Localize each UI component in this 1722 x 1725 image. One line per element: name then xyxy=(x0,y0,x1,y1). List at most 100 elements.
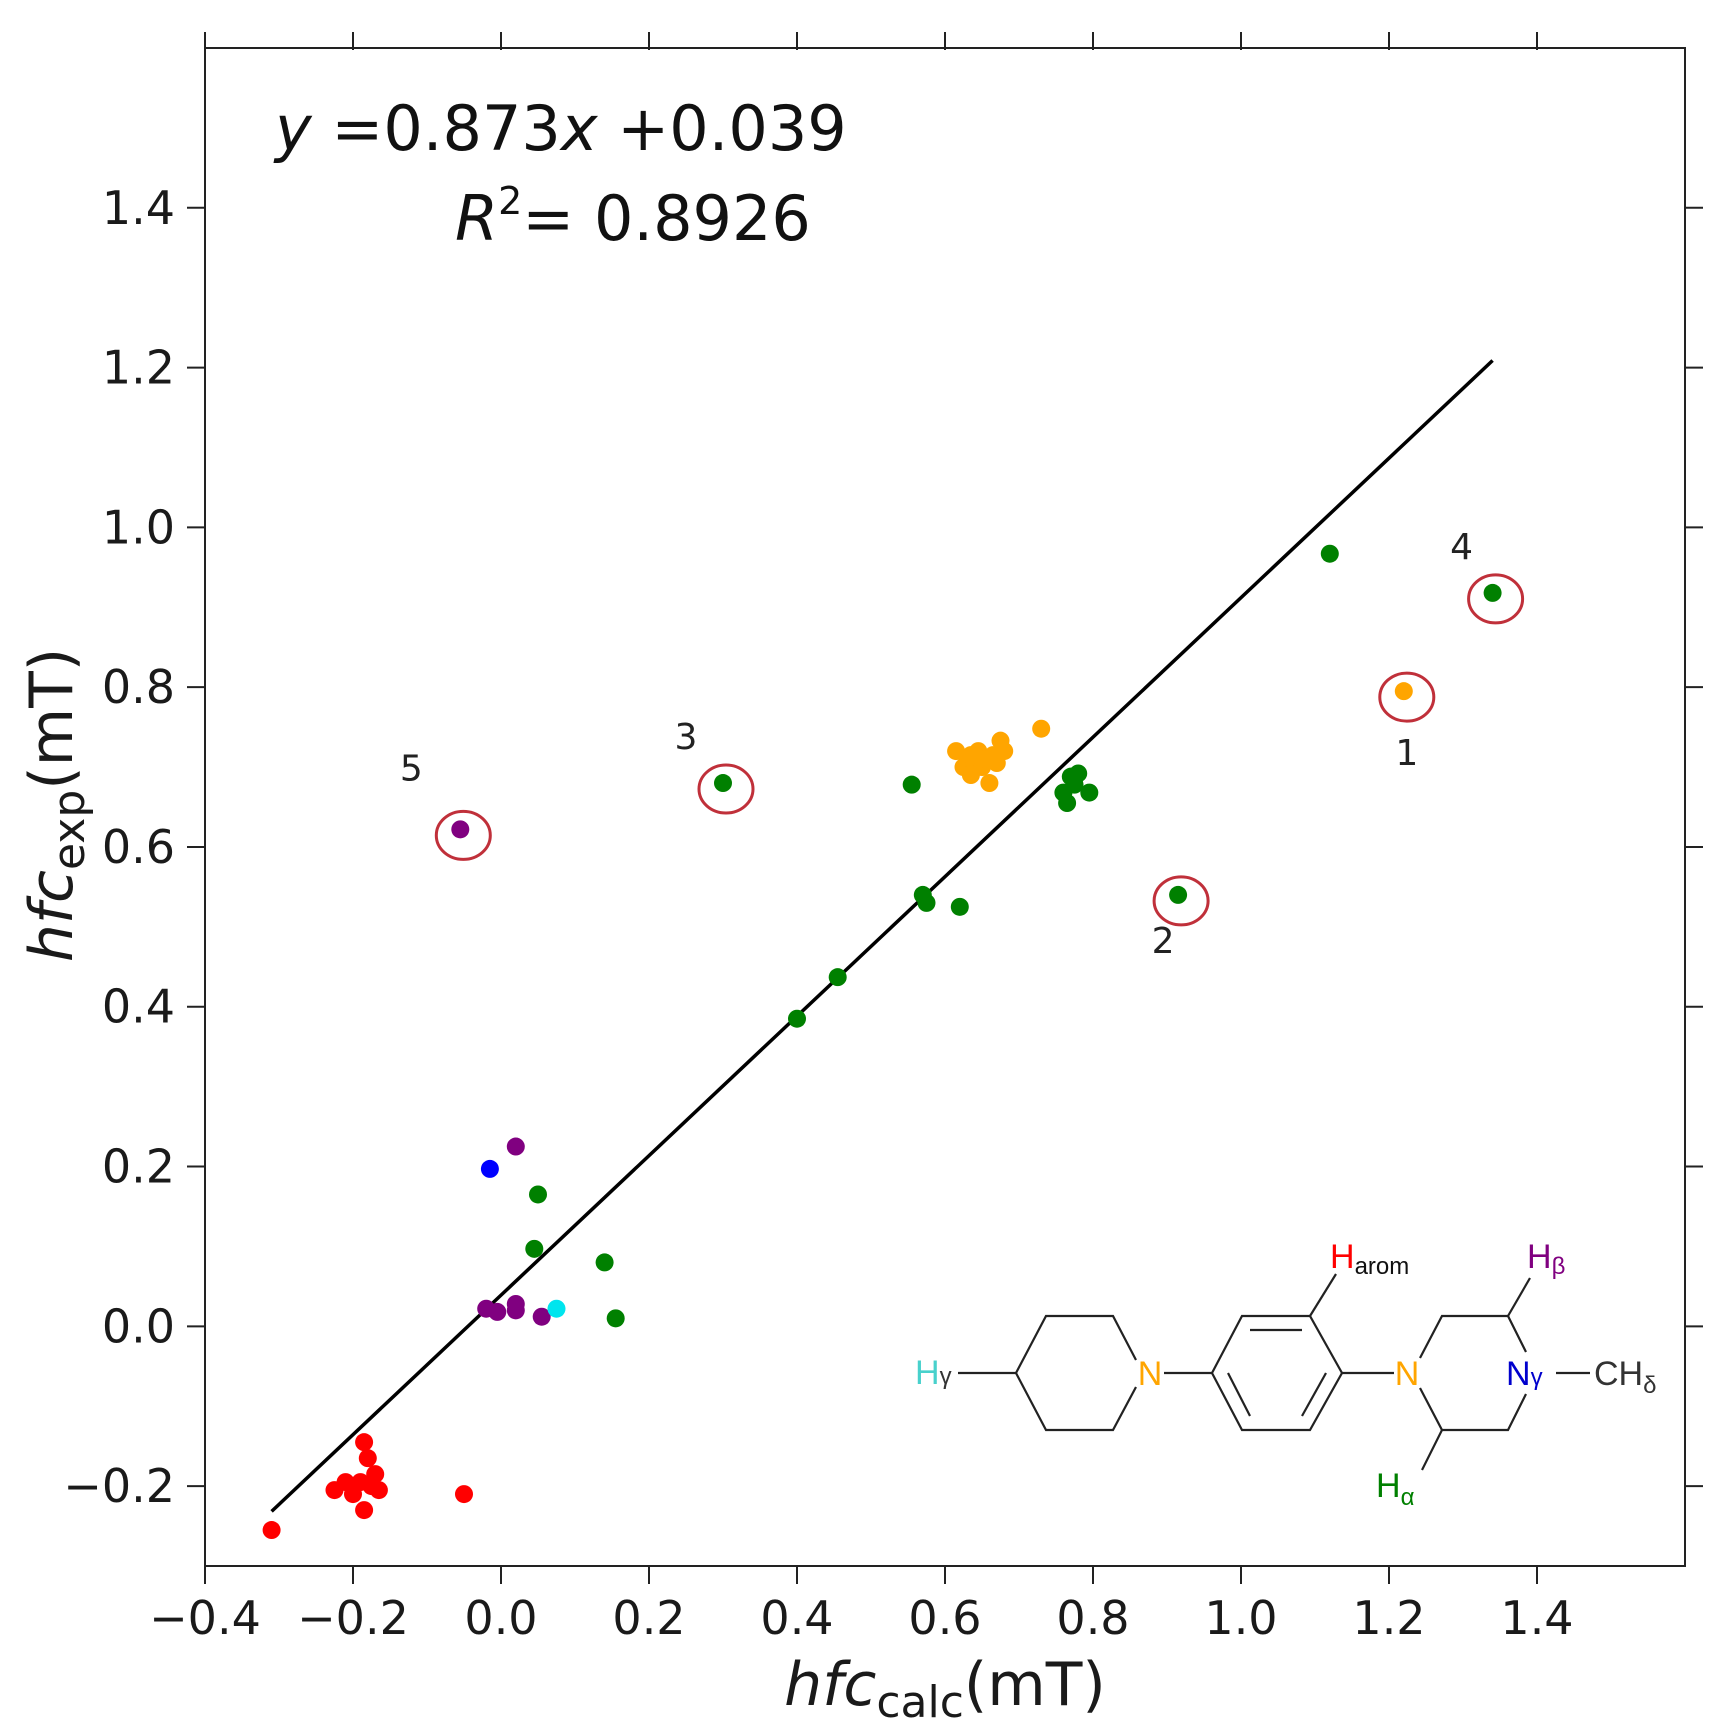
data-point xyxy=(525,1239,544,1258)
data-point xyxy=(547,1299,566,1318)
data-point xyxy=(961,746,980,765)
mol-bond-ring1-bottom xyxy=(1015,1372,1137,1432)
outlier-circle xyxy=(1467,573,1525,625)
data-point xyxy=(480,1159,499,1178)
fit-r-var: R xyxy=(455,182,498,255)
mol-label-h-alpha: Hα xyxy=(1376,1467,1415,1511)
data-point xyxy=(902,775,921,794)
mol-label-n-left: N xyxy=(1138,1355,1163,1393)
x-axis-title-main: hfc xyxy=(784,1650,876,1720)
fit-equation-var: y xyxy=(273,92,313,165)
x-tick-label: −0.2 xyxy=(297,1591,409,1645)
data-point xyxy=(355,1433,374,1452)
data-point xyxy=(366,1465,385,1484)
data-point xyxy=(488,1302,507,1321)
outlier-circle xyxy=(697,763,755,815)
data-point xyxy=(950,897,969,916)
x-tick-label: 0.8 xyxy=(1056,1591,1129,1645)
fit-equation-slope: =0.873 xyxy=(312,92,561,165)
data-point xyxy=(595,1253,614,1272)
data-point xyxy=(1032,719,1051,738)
mol-bond-harom xyxy=(1309,1273,1337,1317)
data-point xyxy=(1394,682,1413,701)
data-point xyxy=(1320,544,1339,563)
data-point xyxy=(358,1449,377,1468)
mol-bond-halpha xyxy=(1421,1429,1443,1471)
data-point xyxy=(1483,583,1502,602)
data-point xyxy=(828,968,847,987)
y-tick-label: 0.6 xyxy=(102,820,175,874)
data-point xyxy=(995,742,1014,761)
outlier-circle xyxy=(434,809,492,861)
data-point xyxy=(506,1137,525,1156)
y-tick-label: 0.0 xyxy=(102,1299,175,1353)
molecule-structure: Hγ N Harom N Hβ Nγ CHδ Hα xyxy=(915,1238,1656,1511)
data-point xyxy=(355,1501,374,1520)
mol-label-h-gamma: Hγ xyxy=(915,1354,952,1392)
mol-bond-benzene-double3 xyxy=(1301,1372,1327,1417)
mol-bond-hbeta xyxy=(1507,1277,1531,1317)
fit-line xyxy=(270,359,1494,1513)
y-tick-label: 1.4 xyxy=(102,181,175,235)
y-tick-label: 0.8 xyxy=(102,660,175,714)
fit-r-squared: R2= 0.8926 xyxy=(455,179,811,255)
data-point xyxy=(1058,794,1077,813)
fit-r-value: = 0.8926 xyxy=(522,182,811,255)
data-point xyxy=(451,820,470,839)
x-tick-label: 1.2 xyxy=(1352,1591,1425,1645)
outlier-label: 5 xyxy=(400,748,423,789)
x-tick-label: 0.6 xyxy=(908,1591,981,1645)
y-tick-label: 1.0 xyxy=(102,500,175,554)
data-point xyxy=(714,774,732,793)
y-tick-label: 0.2 xyxy=(102,1140,175,1194)
x-tick-label: 1.4 xyxy=(1500,1591,1573,1645)
outlier-label: 4 xyxy=(1450,527,1473,568)
data-point xyxy=(506,1301,525,1320)
data-point xyxy=(788,1009,806,1028)
y-tick-label: 0.4 xyxy=(102,980,175,1034)
data-point xyxy=(455,1485,473,1504)
mol-label-h-arom: Harom xyxy=(1330,1238,1409,1280)
x-axis-title-sub: calc xyxy=(876,1677,964,1725)
y-tick-label: −0.2 xyxy=(63,1459,175,1513)
x-axis-title: hfccalc(mT) xyxy=(784,1650,1106,1725)
x-tick-label: 0.0 xyxy=(464,1591,537,1645)
x-tick-label: 1.0 xyxy=(1204,1591,1277,1645)
mol-bond-ring2-top xyxy=(1419,1314,1527,1359)
fit-r-sup: 2 xyxy=(498,179,522,223)
mol-label-n-right: N xyxy=(1395,1355,1420,1393)
y-axis-title: hfcexp(mT) xyxy=(17,648,95,962)
x-axis-title-unit: (mT) xyxy=(964,1650,1106,1720)
x-axis-ticks: −0.4 −0.2 0.0 0.2 0.4 0.6 0.8 1.0 1.2 1.4 xyxy=(149,32,1574,1645)
data-point xyxy=(980,774,999,793)
data-point xyxy=(917,893,936,912)
data-point xyxy=(532,1307,551,1326)
x-tick-label: 0.2 xyxy=(612,1591,685,1645)
outlier-label: 2 xyxy=(1152,921,1175,962)
data-point xyxy=(1169,885,1188,904)
outlier-label: 3 xyxy=(675,717,698,758)
y-tick-label: 1.2 xyxy=(102,341,175,395)
fit-equation-intercept: +0.039 xyxy=(598,92,847,165)
data-point xyxy=(262,1521,281,1540)
y-axis-ticks: −0.2 0.0 0.2 0.4 0.6 0.8 1.0 1.2 1.4 xyxy=(63,181,1703,1513)
outlier-circle xyxy=(1378,671,1436,723)
mol-label-ch-delta: CHδ xyxy=(1594,1355,1656,1399)
fit-line-group xyxy=(270,359,1494,1513)
fit-equation: y =0.873x +0.039 xyxy=(273,92,847,165)
mol-bond-ring2-bottom xyxy=(1419,1387,1527,1432)
data-point xyxy=(529,1185,547,1204)
x-tick-label: 0.4 xyxy=(760,1591,833,1645)
y-axis-title-main: hfc xyxy=(17,870,87,962)
data-point xyxy=(369,1481,388,1500)
x-tick-label: −0.4 xyxy=(149,1591,261,1645)
data-point xyxy=(1080,783,1099,802)
fit-equation-x: x xyxy=(559,92,599,165)
outlier-label: 1 xyxy=(1395,733,1418,774)
mol-label-h-beta: Hβ xyxy=(1527,1238,1565,1280)
mol-bond-benzene-double2 xyxy=(1227,1372,1251,1417)
data-point xyxy=(1069,764,1088,783)
outlier-marks: 1 2 3 4 5 xyxy=(400,527,1525,962)
